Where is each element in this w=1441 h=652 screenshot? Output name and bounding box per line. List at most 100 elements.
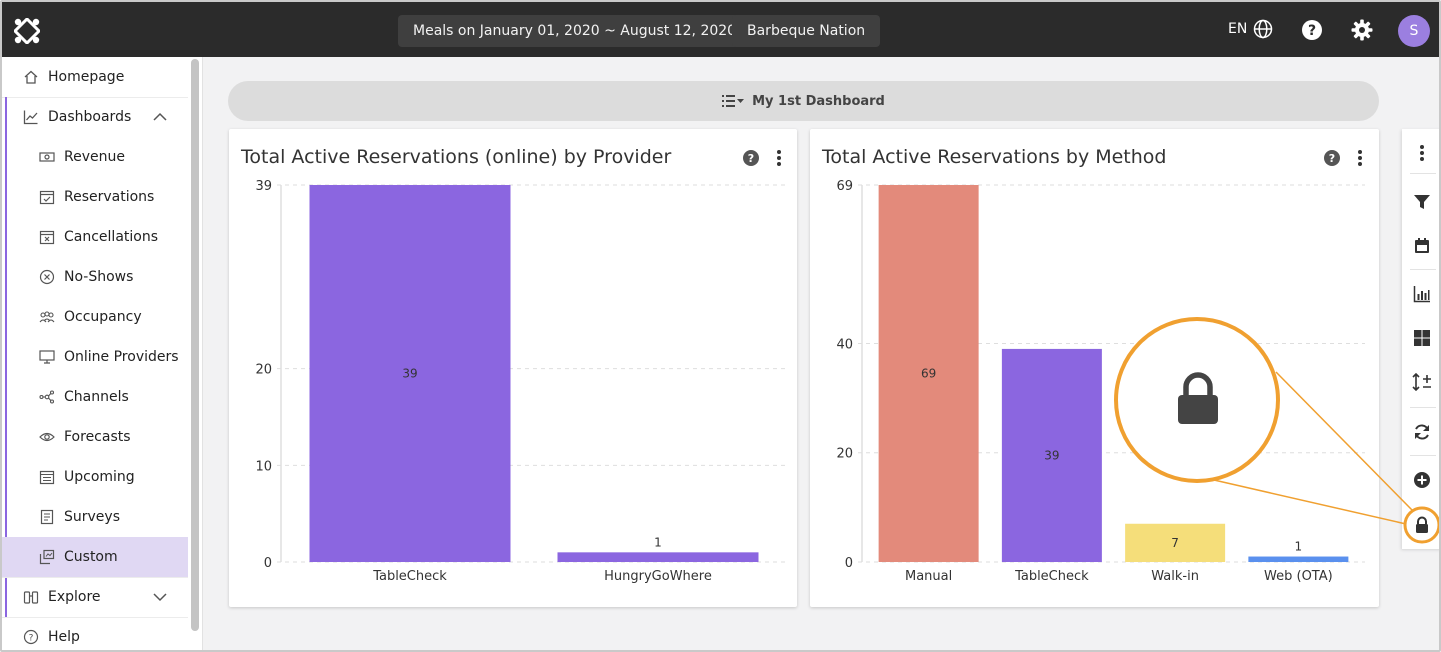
sidebar-item-occupancy[interactable]: Occupancy: [2, 297, 188, 337]
toolbar-resize-button[interactable]: [1411, 371, 1433, 393]
toolbar-divider: [1410, 407, 1436, 408]
chart-title: Total Active Reservations (online) by Pr…: [241, 146, 672, 168]
sidebar-item-help[interactable]: ? Help: [2, 617, 188, 650]
sidebar-item-upcoming[interactable]: Upcoming: [2, 457, 188, 497]
y-tick-label: 69: [836, 179, 853, 194]
toolbar-refresh-button[interactable]: [1411, 421, 1433, 443]
bar-value-label: 69: [921, 367, 936, 381]
sidebar-item-channels[interactable]: Channels: [2, 377, 188, 417]
sidebar-item-label: Help: [48, 629, 80, 645]
money-icon: [38, 148, 56, 166]
toolbar-calendar-button[interactable]: [1411, 235, 1433, 257]
people-icon: [38, 308, 56, 326]
sidebar-item-label: Dashboards: [48, 109, 132, 125]
app-logo-icon[interactable]: [14, 18, 40, 44]
sidebar-divider: [2, 97, 188, 98]
bar-value-label: 1: [1295, 540, 1303, 554]
chart-line-icon: [22, 108, 40, 126]
user-avatar[interactable]: S: [1398, 15, 1430, 47]
sidebar-item-custom[interactable]: Custom: [2, 537, 188, 577]
toolbar-lock-button[interactable]: [1411, 514, 1433, 536]
top-bar: Meals on January 01, 2020 ~ August 12, 2…: [2, 2, 1439, 57]
dashboard-title: My 1st Dashboard: [752, 93, 885, 109]
more-vertical-icon[interactable]: [1356, 149, 1364, 167]
more-vertical-icon[interactable]: [775, 149, 783, 167]
bar[interactable]: [878, 185, 979, 562]
x-tick-label: Web (OTA): [1264, 569, 1333, 584]
toolbar-divider: [1410, 173, 1436, 174]
restaurant-selector[interactable]: Barbeque Nation: [732, 15, 881, 47]
y-tick-label: 39: [255, 179, 272, 194]
sidebar-item-homepage[interactable]: Homepage: [2, 57, 188, 97]
language-selector[interactable]: EN: [1228, 19, 1273, 39]
bar[interactable]: [309, 185, 511, 562]
bar-chart: 0 20 40 69 69 Manual 39 TableCheck 7 Walk-in 1 Web …: [836, 179, 1365, 584]
bar[interactable]: [1248, 556, 1349, 562]
bar[interactable]: [1001, 348, 1102, 562]
sidebar-item-reservations[interactable]: Reservations: [2, 177, 188, 217]
sidebar-item-explore[interactable]: Explore: [2, 577, 188, 617]
svg-text:?: ?: [29, 634, 34, 644]
sidebar-item-surveys[interactable]: Surveys: [2, 497, 188, 537]
question-icon[interactable]: ?: [742, 149, 760, 167]
resize-height-icon: [1412, 373, 1431, 391]
toolbar-more-button[interactable]: [1411, 142, 1433, 164]
svg-text:?: ?: [1308, 23, 1316, 39]
y-tick-label: 10: [255, 459, 272, 474]
sidebar-item-dashboards[interactable]: Dashboards: [2, 97, 188, 137]
sidebar-item-cancellations[interactable]: Cancellations: [2, 217, 188, 257]
x-tick-label: Manual: [905, 569, 952, 584]
bar-value-label: 1: [654, 535, 662, 549]
sidebar-item-label: Occupancy: [64, 309, 142, 325]
sidebar-item-label: No-Shows: [64, 269, 134, 285]
calendar-icon: [1415, 238, 1429, 253]
sidebar-item-online-providers[interactable]: Online Providers: [2, 337, 188, 377]
bar-value-label: 39: [402, 367, 417, 381]
toolbar-filter-button[interactable]: [1411, 191, 1433, 213]
help-icon[interactable]: ?: [1301, 19, 1323, 41]
sidebar-item-label: Channels: [64, 389, 129, 405]
question-icon[interactable]: ?: [1323, 149, 1341, 167]
list-dropdown-icon: [722, 94, 745, 108]
binoculars-icon: [22, 588, 40, 606]
bar-chart-icon: [1413, 286, 1430, 303]
bar-value-label: 7: [1171, 536, 1179, 550]
sidebar-item-label: Upcoming: [64, 469, 135, 485]
y-tick-label: 0: [264, 556, 272, 571]
toolbar-chart-button[interactable]: [1411, 283, 1433, 305]
x-tick-label: TableCheck: [1014, 569, 1089, 584]
toolbar-layout-button[interactable]: [1411, 327, 1433, 349]
bar[interactable]: [1125, 523, 1226, 562]
date-range-button[interactable]: Meals on January 01, 2020 ~ August 12, 2…: [398, 15, 752, 47]
dashboard-selector[interactable]: My 1st Dashboard: [228, 81, 1379, 121]
sidebar-item-label: Forecasts: [64, 429, 131, 445]
chevron-down-icon[interactable]: [152, 589, 168, 605]
dashboard-toolbar: [1402, 129, 1439, 549]
home-icon: [22, 68, 40, 86]
gear-icon[interactable]: [1351, 19, 1373, 41]
bar[interactable]: [557, 552, 759, 562]
toolbar-add-button[interactable]: [1411, 469, 1433, 491]
sidebar-item-label: Revenue: [64, 149, 125, 165]
monitor-icon: [38, 348, 56, 366]
chevron-up-icon[interactable]: [152, 109, 168, 125]
sidebar-item-no-shows[interactable]: No-Shows: [2, 257, 188, 297]
sidebar-item-forecasts[interactable]: Forecasts: [2, 417, 188, 457]
y-tick-label: 0: [845, 556, 853, 571]
x-tick-label: TableCheck: [372, 569, 447, 584]
y-tick-label: 20: [836, 447, 853, 462]
sidebar-item-label: Cancellations: [64, 229, 159, 245]
document-icon: [38, 508, 56, 526]
x-tick-label: HungryGoWhere: [604, 569, 712, 584]
language-label: EN: [1228, 21, 1248, 37]
chart-title: Total Active Reservations by Method: [822, 146, 1167, 168]
sidebar: Homepage Dashboards Revenue Reservations…: [2, 57, 203, 650]
sidebar-scrollbar[interactable]: [191, 59, 199, 631]
eye-icon: [38, 428, 56, 446]
x-tick-label: Walk-in: [1151, 569, 1199, 584]
sidebar-item-revenue[interactable]: Revenue: [2, 137, 188, 177]
bar-value-label: 39: [1044, 448, 1059, 462]
custom-chart-icon: [38, 548, 56, 566]
lock-icon: [1416, 516, 1428, 533]
